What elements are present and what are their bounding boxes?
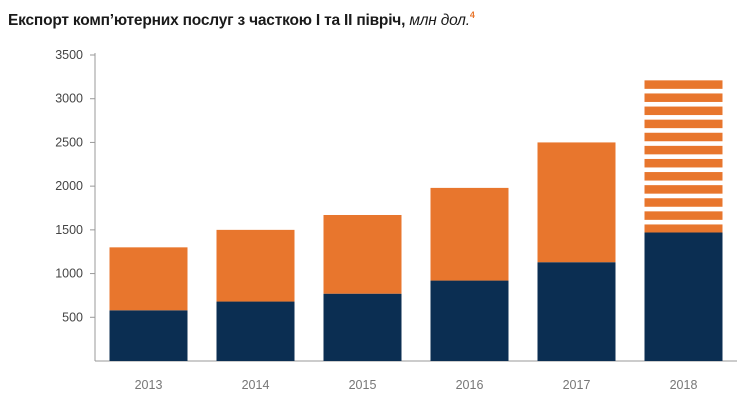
bar-first-half-2016 — [430, 280, 509, 361]
forecast-stripe — [644, 145, 723, 155]
y-tick-label: 500 — [62, 310, 83, 324]
forecast-stripe — [644, 198, 723, 207]
forecast-stripe — [644, 106, 723, 116]
y-tick-label: 3500 — [55, 48, 83, 62]
forecast-stripe — [644, 224, 723, 233]
chart-title: Експорт комп’ютерних послуг з часткою І … — [8, 10, 475, 30]
forecast-stripe — [644, 158, 723, 168]
bar-first-half-2015 — [323, 293, 402, 361]
bar-second-half-2018 — [644, 80, 723, 233]
footnote-marker: 4 — [469, 10, 475, 20]
x-tick-label: 2015 — [349, 378, 377, 392]
y-tick-label: 2000 — [55, 179, 83, 193]
y-tick-label: 2500 — [55, 135, 83, 149]
bar-first-half-2017 — [537, 262, 616, 361]
bar-second-half-2013 — [109, 247, 188, 311]
bar-first-half-2013 — [109, 310, 188, 361]
x-tick-label: 2014 — [242, 378, 270, 392]
y-tick-label: 1500 — [55, 223, 83, 237]
x-tick-label: 2016 — [456, 378, 484, 392]
bar-second-half-2017 — [537, 142, 616, 263]
forecast-stripe — [644, 172, 723, 181]
x-tick-label: 2013 — [135, 378, 163, 392]
chart-title-unit: млн дол. — [405, 12, 470, 29]
x-tick-label: 2017 — [563, 378, 591, 392]
chart-title-main: Експорт комп’ютерних послуг з часткою І … — [8, 12, 406, 29]
forecast-stripe — [644, 93, 723, 102]
bar-second-half-2015 — [323, 214, 402, 294]
y-tick-label: 3000 — [55, 92, 83, 106]
bar-first-half-2018 — [644, 232, 723, 361]
forecast-stripe — [644, 211, 723, 220]
forecast-stripe — [644, 80, 723, 89]
bar-second-half-2014 — [216, 229, 295, 302]
forecast-stripe — [644, 119, 723, 129]
forecast-stripe — [644, 132, 723, 142]
x-tick-label: 2018 — [670, 378, 698, 392]
bar-second-half-2016 — [430, 187, 509, 281]
forecast-stripe — [644, 185, 723, 194]
bar-first-half-2014 — [216, 301, 295, 361]
y-tick-label: 1000 — [55, 267, 83, 281]
